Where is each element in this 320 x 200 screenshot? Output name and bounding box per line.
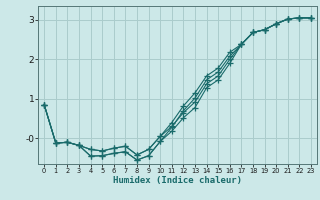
X-axis label: Humidex (Indice chaleur): Humidex (Indice chaleur) xyxy=(113,176,242,185)
